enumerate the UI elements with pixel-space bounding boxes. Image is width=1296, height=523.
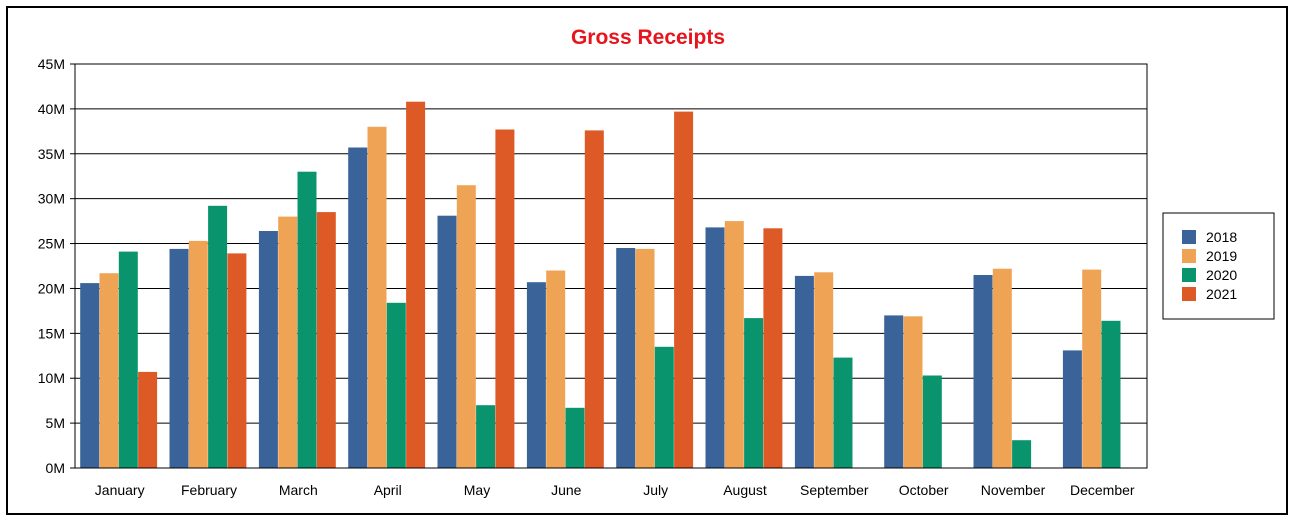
x-tick-label: December (1070, 482, 1135, 498)
legend-swatch (1182, 287, 1196, 301)
bar-2020-june (565, 407, 585, 468)
bar-2019-september (814, 272, 834, 468)
y-tick-label: 25M (38, 236, 65, 252)
y-tick-label: 15M (38, 325, 65, 341)
bar-2019-february (188, 240, 208, 468)
bar-2018-february (169, 248, 189, 468)
y-axis: 0M 5M 10M 15M 20M 25M 30M 35M 40M 45M (38, 56, 75, 476)
bar-2018-august (705, 227, 725, 468)
x-tick-label: January (95, 482, 145, 498)
bar-2019-june (546, 270, 566, 468)
bar-2018-january (80, 283, 100, 468)
bar-2018-march (258, 231, 278, 468)
bar-2020-february (208, 205, 228, 469)
bar-2019-january (99, 273, 119, 468)
y-tick-label: 5M (46, 415, 65, 431)
bar-2019-december (1082, 269, 1102, 468)
legend-label: 2021 (1206, 286, 1237, 302)
x-axis: January February March April May June July Augu… (95, 482, 1135, 498)
bar-2020-november (1012, 440, 1032, 468)
legend-label: 2018 (1206, 229, 1237, 245)
bar-2019-april (367, 126, 387, 469)
bar-2021-april (406, 101, 426, 468)
y-tick-label: 30M (38, 191, 65, 207)
bar-2020-january (118, 251, 138, 468)
x-tick-label: April (374, 482, 402, 498)
bar-2021-july (674, 111, 694, 468)
bar-2018-october (884, 315, 904, 468)
bar-2021-may (495, 129, 515, 468)
bar-2020-august (744, 318, 764, 468)
x-tick-label: September (800, 482, 869, 498)
bar-2021-june (584, 130, 604, 468)
y-tick-label: 40M (38, 101, 65, 117)
x-tick-label: October (899, 482, 949, 498)
legend-swatch (1182, 268, 1196, 282)
plot-area-border (74, 63, 1148, 469)
legend-label: 2020 (1206, 267, 1237, 283)
y-tick-label: 10M (38, 370, 65, 386)
x-tick-label: March (279, 482, 318, 498)
bar-2021-march (316, 212, 336, 468)
x-tick-label: November (981, 482, 1046, 498)
chart-title: Gross Receipts (571, 26, 725, 49)
bar-2018-september (794, 275, 814, 468)
bar-2021-february (227, 253, 247, 468)
y-tick-label: 35M (38, 146, 65, 162)
bar-2018-may (437, 215, 457, 468)
y-tick-label: 45M (38, 56, 65, 72)
legend-box (1162, 212, 1275, 320)
bar-2020-july (654, 346, 674, 468)
bar-2019-march (278, 216, 298, 468)
bar-2020-october (922, 375, 942, 468)
bar-2019-august (724, 221, 744, 468)
bar-2019-may (456, 185, 476, 468)
bar-2021-january (138, 371, 158, 468)
legend: 2018 2019 2020 2021 (1162, 212, 1275, 320)
bar-2020-september (833, 357, 853, 468)
legend-swatch (1182, 230, 1196, 244)
bar-group (80, 101, 1121, 469)
bar-2019-october (903, 316, 923, 468)
x-tick-label: June (551, 482, 582, 498)
bar-2019-july (635, 248, 655, 468)
y-tick-label: 20M (38, 280, 65, 296)
bar-2020-march (297, 171, 317, 468)
bar-2018-june (526, 282, 546, 468)
x-tick-label: August (723, 482, 767, 498)
bar-2018-april (348, 147, 368, 468)
bar-2020-may (476, 405, 496, 468)
bar-2018-july (616, 248, 636, 468)
x-tick-label: July (643, 482, 668, 498)
legend-swatch (1182, 249, 1196, 263)
bar-2018-november (973, 275, 993, 468)
x-tick-label: February (181, 482, 237, 498)
bar-2018-december (1062, 350, 1082, 468)
bar-2021-august (763, 228, 783, 468)
bar-2019-november (992, 268, 1012, 468)
y-tick-label: 0M (46, 460, 65, 476)
x-tick-label: May (464, 482, 490, 498)
legend-label: 2019 (1206, 248, 1237, 264)
bar-2020-april (386, 302, 406, 468)
bar-2020-december (1101, 320, 1121, 468)
